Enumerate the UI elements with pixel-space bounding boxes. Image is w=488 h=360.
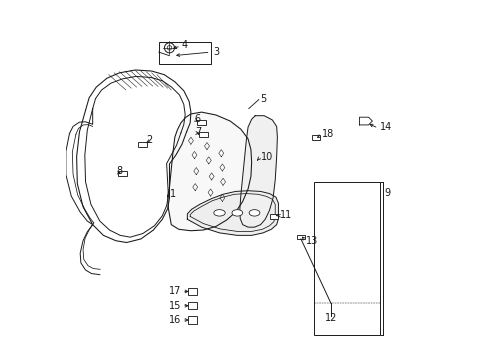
Bar	[188, 302, 197, 310]
Polygon shape	[167, 112, 251, 231]
Text: 2: 2	[146, 135, 153, 145]
Text: 4: 4	[182, 40, 188, 50]
Text: 14: 14	[379, 122, 391, 132]
Bar	[188, 316, 197, 324]
Ellipse shape	[231, 210, 242, 216]
Text: 10: 10	[260, 152, 272, 162]
Bar	[159, 42, 210, 64]
Text: 7: 7	[195, 127, 201, 137]
Bar	[296, 235, 304, 239]
Text: 5: 5	[260, 94, 266, 104]
Bar	[138, 142, 147, 147]
Text: 17: 17	[168, 287, 181, 296]
Polygon shape	[187, 191, 278, 235]
Text: 18: 18	[322, 129, 334, 139]
Polygon shape	[240, 116, 277, 227]
Bar	[118, 171, 126, 176]
Text: 6: 6	[194, 113, 200, 123]
Text: 13: 13	[305, 237, 318, 247]
Text: 16: 16	[168, 315, 181, 325]
Ellipse shape	[213, 210, 225, 216]
Polygon shape	[359, 117, 372, 125]
Bar	[269, 214, 278, 219]
Text: 11: 11	[280, 210, 292, 220]
Bar	[188, 288, 197, 295]
Bar	[311, 135, 320, 140]
Text: 9: 9	[384, 188, 390, 198]
Bar	[313, 182, 380, 336]
Bar	[197, 121, 205, 125]
Text: 3: 3	[213, 47, 219, 57]
Text: 12: 12	[324, 312, 336, 323]
Bar	[199, 132, 207, 137]
Text: 1: 1	[170, 189, 176, 199]
Ellipse shape	[248, 210, 259, 216]
Text: 15: 15	[168, 301, 181, 311]
Text: 8: 8	[116, 166, 122, 176]
